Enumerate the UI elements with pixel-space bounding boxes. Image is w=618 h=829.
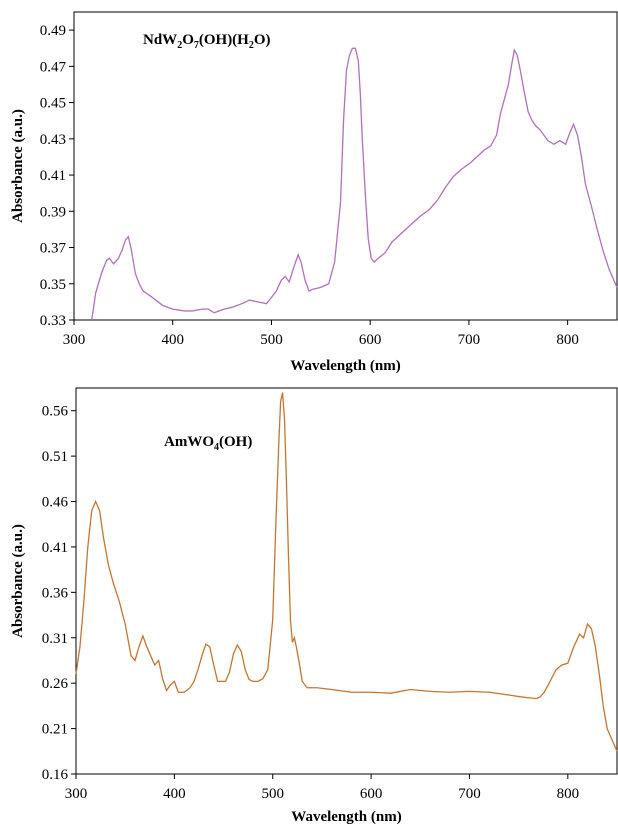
x-tick-label: 400 xyxy=(163,786,186,802)
y-tick-label: 0.26 xyxy=(42,676,69,692)
title-part: NdW xyxy=(143,32,177,48)
x-tick-label: 600 xyxy=(359,332,382,348)
axes-box xyxy=(73,11,618,321)
y-tick-label: 0.35 xyxy=(40,277,66,293)
y-tick-label: 0.47 xyxy=(40,59,67,75)
y-tick-label: 0.33 xyxy=(40,313,66,329)
x-axis: 300 400 500 600 700 800 xyxy=(63,320,579,348)
title-subscript: 2 xyxy=(249,40,254,51)
absorbance-line-series xyxy=(91,47,618,321)
title-part: (OH)(H xyxy=(199,32,249,48)
x-tick-label: 800 xyxy=(557,786,580,802)
title-subscript: 2 xyxy=(177,40,182,51)
plot-frame xyxy=(73,11,618,321)
x-axis-label: Wavelength (nm) xyxy=(291,809,401,825)
x-axis: 300 400 500 600 700 800 xyxy=(65,774,579,802)
chart-title: AmWO4(OH) xyxy=(164,434,252,453)
title-part: O) xyxy=(254,32,271,48)
title-part: (OH) xyxy=(219,434,252,450)
x-tick-label: 300 xyxy=(65,786,88,802)
y-tick-label: 0.21 xyxy=(42,722,68,738)
y-tick-label: 0.37 xyxy=(40,241,67,257)
x-tick-label: 400 xyxy=(161,332,184,348)
x-tick-label: 800 xyxy=(556,332,579,348)
y-tick-label: 0.56 xyxy=(42,404,69,420)
x-tick-label: 500 xyxy=(261,786,284,802)
y-tick-label: 0.45 xyxy=(40,96,66,112)
y-tick-label: 0.16 xyxy=(42,767,69,783)
x-tick-label: 700 xyxy=(458,332,481,348)
y-tick-label: 0.49 xyxy=(40,23,66,39)
title-part: AmWO xyxy=(164,434,214,450)
absorbance-line-series xyxy=(75,392,618,752)
chart-panel-bottom: 0.16 0.21 0.26 0.31 0.36 0.41 0.46 0.51 0.56 300… xyxy=(10,387,618,825)
y-tick-label: 0.41 xyxy=(42,540,68,556)
y-tick-label: 0.31 xyxy=(42,631,68,647)
axes-box xyxy=(75,387,618,775)
y-tick-label: 0.36 xyxy=(42,585,69,601)
y-axis: 0.16 0.21 0.26 0.31 0.36 0.41 0.46 0.51 0.56 xyxy=(42,404,76,783)
y-tick-label: 0.46 xyxy=(42,495,69,511)
title-part: O xyxy=(182,32,194,48)
x-tick-label: 500 xyxy=(260,332,283,348)
plot-frame xyxy=(75,387,618,775)
y-axis-label: Absorbance (a.u.) xyxy=(10,109,26,223)
y-tick-label: 0.41 xyxy=(40,168,66,184)
x-tick-label: 300 xyxy=(63,332,86,348)
x-axis-label: Wavelength (nm) xyxy=(290,358,400,374)
x-tick-label: 600 xyxy=(360,786,383,802)
y-tick-label: 0.39 xyxy=(40,204,66,220)
y-axis-label: Absorbance (a.u.) xyxy=(10,524,26,638)
y-tick-label: 0.51 xyxy=(42,449,68,465)
chart-title: NdW2O7(OH)(H2O) xyxy=(143,32,271,51)
chart-panel-top: 0.33 0.35 0.37 0.39 0.41 0.43 0.45 0.47 0.49 300… xyxy=(10,11,618,374)
x-tick-label: 700 xyxy=(458,786,481,802)
y-axis: 0.33 0.35 0.37 0.39 0.41 0.43 0.45 0.47 0.49 xyxy=(40,23,74,329)
title-subscript: 4 xyxy=(214,442,219,453)
y-tick-label: 0.43 xyxy=(40,132,66,148)
title-subscript: 7 xyxy=(194,40,199,51)
